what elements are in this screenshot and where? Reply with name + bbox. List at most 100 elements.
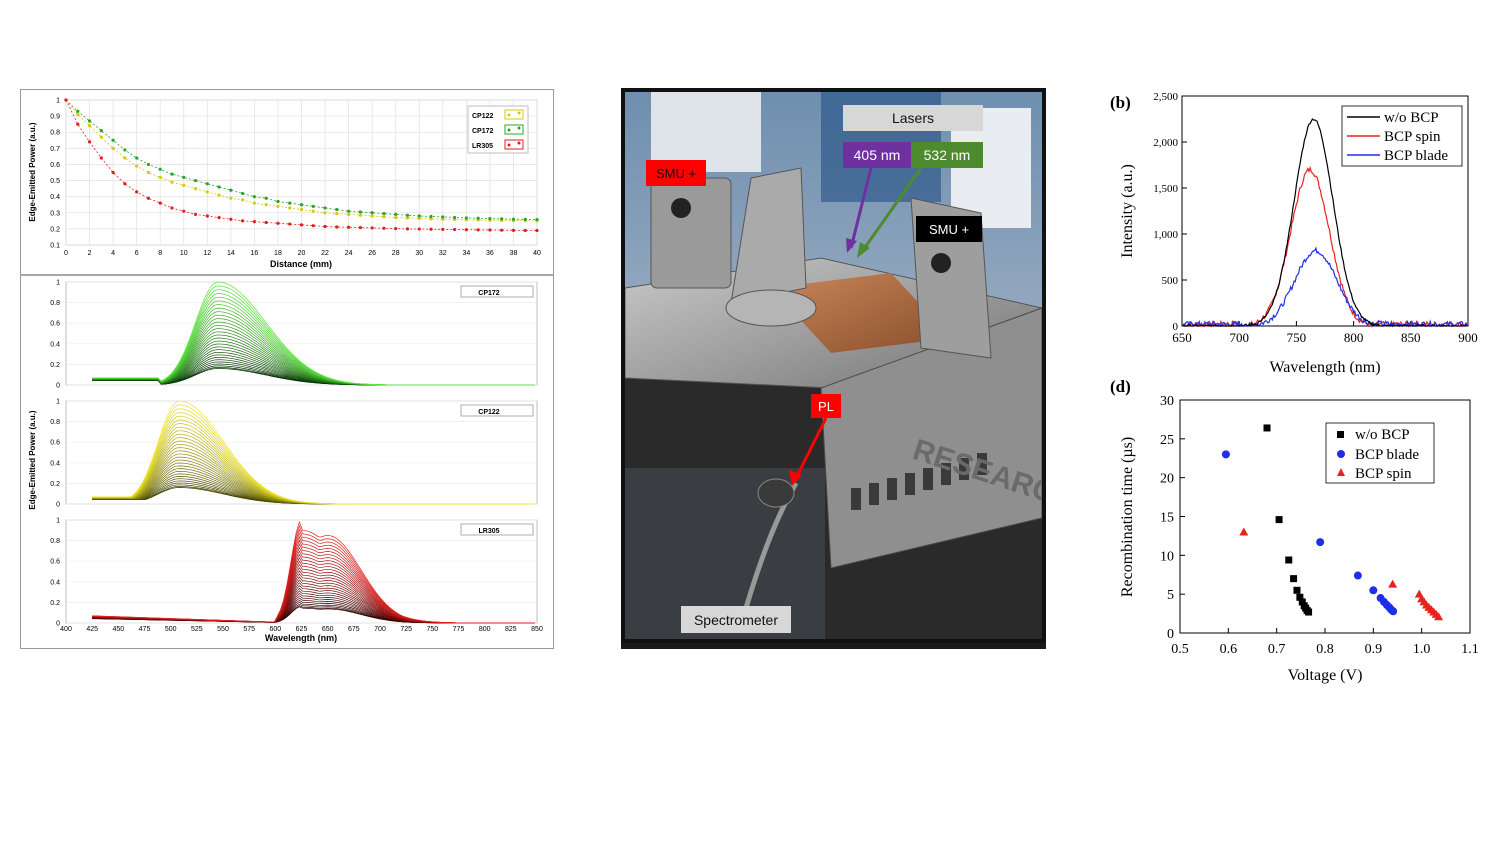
decay-point-cp172 xyxy=(382,211,386,216)
decay-point-lr305 xyxy=(429,227,433,231)
decay-point-lr305 xyxy=(193,212,198,216)
decay-point-cp172 xyxy=(76,109,80,113)
pl-legend-blade: BCP blade xyxy=(1384,148,1448,164)
decay-point-cp122 xyxy=(135,164,139,168)
decay-xtick-label: 14 xyxy=(227,250,235,257)
decay-point-lr305 xyxy=(182,209,186,213)
legend-swatch-cp122 xyxy=(504,109,524,120)
decay-point-cp172 xyxy=(193,178,198,183)
decay-point-cp172 xyxy=(158,167,162,171)
decay-point-cp122 xyxy=(205,190,209,194)
decay-xtick-label: 4 xyxy=(111,250,115,257)
nm532-label: 532 nm xyxy=(924,147,971,163)
legend-swatch-dot xyxy=(507,128,511,132)
decay-point-lr305 xyxy=(299,223,304,227)
decay-point-lr305 xyxy=(87,140,92,144)
decay-ytick-label: 0.3 xyxy=(50,210,60,217)
decay-point-cp172 xyxy=(299,203,304,207)
decay-point-lr305 xyxy=(500,228,504,232)
decay-point-cp172 xyxy=(358,210,362,214)
decay-point-cp122 xyxy=(158,175,162,179)
pl-plot-area xyxy=(1181,95,1469,327)
decay-point-cp122 xyxy=(193,187,198,191)
decay-point-cp122 xyxy=(182,183,186,187)
rec-ytick-label: 0 xyxy=(1167,627,1174,642)
left-figure-panel: 0 2 4 6 8 10 12 14 16 18 20 22 24 26 28 30 32 34 36 38 40 0.1… xyxy=(20,89,554,649)
spectra-plot-area-lr305 xyxy=(65,519,538,624)
rec-point-bcp-blade xyxy=(1316,538,1325,547)
rec-ytick-label: 15 xyxy=(1160,511,1174,526)
decay-point-cp122 xyxy=(323,211,327,215)
rec-xlabel: Voltage (V) xyxy=(1288,667,1363,684)
decay-ytick-label: 0.2 xyxy=(50,226,60,233)
spectra-curve-cp172 xyxy=(92,281,535,386)
decay-point-lr305 xyxy=(135,190,139,194)
decay-point-cp172 xyxy=(264,196,268,200)
decay-xtick-label: 0 xyxy=(64,250,68,257)
spectra-ytick-label: 0.8 xyxy=(50,419,60,426)
decay-point-cp122 xyxy=(394,216,398,220)
pl-legend-spin: BCP spin xyxy=(1384,129,1441,145)
decay-ylabel: Edge-Emitted Power (a.u.) xyxy=(28,122,37,221)
legend-swatch-dot xyxy=(507,143,511,147)
decay-point-cp122 xyxy=(370,214,374,218)
decay-point-cp172 xyxy=(276,199,280,204)
decay-xtick-label: 12 xyxy=(203,250,211,257)
decay-point-cp172 xyxy=(429,214,433,219)
rec-point-wo-bcp xyxy=(1275,516,1283,524)
decay-point-lr305 xyxy=(158,201,162,205)
decay-ytick-label: 0.1 xyxy=(50,243,60,250)
pl-label-box xyxy=(811,394,841,418)
decay-xtick-label: 22 xyxy=(321,250,329,257)
spectra-xtick-label: 825 xyxy=(505,626,517,633)
decay-point-lr305 xyxy=(276,221,280,225)
pl-panel-label: (b) xyxy=(1110,93,1131,112)
spectrometer-label: Spectrometer xyxy=(694,612,778,628)
setup-photo-panel: RESEARCH Lasers 405 nm 532 nm SMU + SMU … xyxy=(621,88,1079,649)
rec-point-wo-bcp xyxy=(1293,586,1301,594)
decay-point-cp122 xyxy=(170,180,174,184)
lasers-label-box xyxy=(843,105,983,131)
rec-ytick-label: 10 xyxy=(1160,549,1174,564)
pl-xtick-label: 750 xyxy=(1287,330,1307,345)
pl-ylabel: Intensity (a.u.) xyxy=(1119,164,1136,258)
setup-photo: RESEARCH Lasers 405 nm 532 nm SMU + SMU … xyxy=(621,88,1079,643)
decay-point-cp172 xyxy=(488,216,492,221)
pl-ytick-label: 2,500 xyxy=(1153,91,1178,103)
decay-point-cp172 xyxy=(241,191,245,196)
decay-point-cp172 xyxy=(335,207,339,212)
spectra-xtick-label: 500 xyxy=(165,626,177,633)
decay-line-cp172 xyxy=(65,99,538,220)
decay-point-lr305 xyxy=(335,225,339,229)
decay-point-cp122 xyxy=(288,206,292,210)
spectra-xtick-label: 800 xyxy=(479,626,491,633)
spectra-ytick-label: 0.2 xyxy=(50,362,60,369)
legend-cp122: CP122 xyxy=(472,113,494,120)
rec-point-wo-bcp xyxy=(1290,575,1298,583)
decay-point-cp122 xyxy=(299,207,304,212)
decay-xlabel: Distance (mm) xyxy=(270,259,332,269)
rec-point-bcp-blade xyxy=(1389,607,1398,616)
decay-point-lr305 xyxy=(535,228,539,233)
rec-point-bcp-blade xyxy=(1221,450,1230,459)
decay-point-cp172 xyxy=(394,212,398,216)
decay-point-cp172 xyxy=(323,206,327,210)
pl-line-w-o-bcp xyxy=(1182,118,1468,327)
nm405-label: 405 nm xyxy=(854,147,901,163)
decay-xtick-label: 6 xyxy=(135,250,139,257)
decay-point-cp172 xyxy=(347,209,351,213)
spectra-ytick-label: 0.8 xyxy=(50,300,60,307)
spectra-xtick-label: 450 xyxy=(112,626,124,633)
decay-xtick-label: 20 xyxy=(298,250,306,257)
spectra-panel-box xyxy=(460,285,534,298)
spectra-xtick-label: 700 xyxy=(374,626,386,633)
decay-point-cp122 xyxy=(252,201,256,205)
spectra-curve-lr305 xyxy=(92,521,535,624)
decay-point-cp122 xyxy=(311,209,315,213)
legend-swatch-lr305 xyxy=(504,139,524,150)
spectra-xtick-label: 600 xyxy=(269,626,281,633)
decay-point-cp122 xyxy=(146,170,151,175)
spectra-ytick-label: 0 xyxy=(56,502,60,509)
rec-ylabel: Recombination time (µs) xyxy=(1119,437,1136,597)
smu-right-label: SMU + xyxy=(929,222,969,237)
